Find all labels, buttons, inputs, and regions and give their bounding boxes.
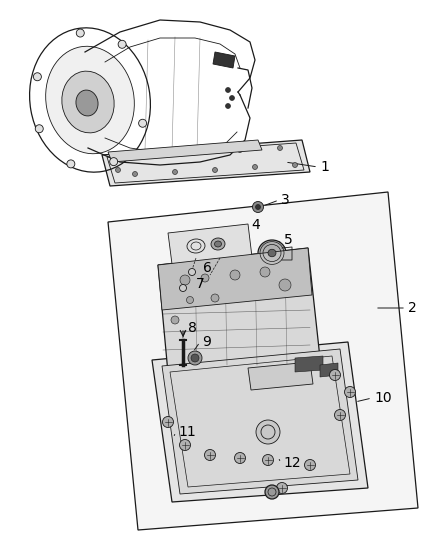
Circle shape bbox=[138, 119, 147, 127]
Text: 8: 8 bbox=[188, 321, 197, 335]
Circle shape bbox=[276, 482, 287, 494]
Text: 1: 1 bbox=[320, 160, 329, 174]
Circle shape bbox=[180, 285, 187, 292]
Circle shape bbox=[188, 351, 202, 365]
Circle shape bbox=[180, 440, 191, 450]
Circle shape bbox=[171, 316, 179, 324]
Polygon shape bbox=[168, 224, 252, 264]
Circle shape bbox=[118, 41, 126, 49]
Ellipse shape bbox=[258, 240, 286, 266]
Circle shape bbox=[33, 72, 41, 80]
Circle shape bbox=[345, 386, 356, 398]
Circle shape bbox=[278, 146, 283, 150]
Circle shape bbox=[230, 270, 240, 280]
Polygon shape bbox=[295, 356, 323, 372]
Text: 11: 11 bbox=[178, 425, 196, 439]
Ellipse shape bbox=[46, 46, 134, 154]
Polygon shape bbox=[158, 248, 312, 310]
Circle shape bbox=[188, 269, 195, 276]
Circle shape bbox=[211, 294, 219, 302]
Text: 7: 7 bbox=[196, 277, 205, 291]
Circle shape bbox=[191, 354, 199, 362]
Text: 5: 5 bbox=[284, 233, 293, 247]
Ellipse shape bbox=[76, 90, 98, 116]
Circle shape bbox=[293, 163, 297, 167]
Circle shape bbox=[226, 87, 230, 93]
Circle shape bbox=[237, 148, 243, 152]
Circle shape bbox=[260, 267, 270, 277]
Polygon shape bbox=[102, 140, 310, 186]
Circle shape bbox=[198, 149, 202, 155]
Ellipse shape bbox=[268, 249, 276, 257]
Circle shape bbox=[76, 29, 84, 37]
Polygon shape bbox=[158, 248, 320, 373]
Text: 6: 6 bbox=[203, 261, 212, 275]
Polygon shape bbox=[162, 349, 358, 494]
Circle shape bbox=[117, 156, 123, 160]
Polygon shape bbox=[152, 342, 368, 502]
Circle shape bbox=[304, 459, 315, 471]
Ellipse shape bbox=[215, 241, 222, 247]
Circle shape bbox=[162, 416, 173, 427]
Text: 4: 4 bbox=[251, 218, 260, 232]
Circle shape bbox=[230, 95, 234, 101]
Circle shape bbox=[335, 409, 346, 421]
Polygon shape bbox=[108, 192, 418, 530]
Circle shape bbox=[67, 160, 75, 168]
Circle shape bbox=[201, 274, 209, 282]
Circle shape bbox=[262, 455, 273, 465]
Circle shape bbox=[205, 449, 215, 461]
Circle shape bbox=[180, 275, 190, 285]
Polygon shape bbox=[213, 52, 235, 68]
Text: 10: 10 bbox=[374, 391, 392, 405]
Text: 2: 2 bbox=[408, 301, 417, 315]
Circle shape bbox=[265, 485, 279, 499]
Circle shape bbox=[158, 152, 162, 157]
Circle shape bbox=[116, 167, 120, 173]
Text: 12: 12 bbox=[283, 456, 300, 470]
Circle shape bbox=[173, 169, 177, 174]
Circle shape bbox=[255, 205, 261, 209]
Circle shape bbox=[329, 369, 340, 381]
Circle shape bbox=[35, 125, 43, 133]
Text: 3: 3 bbox=[281, 193, 290, 207]
Ellipse shape bbox=[211, 238, 225, 250]
Ellipse shape bbox=[62, 71, 114, 133]
Circle shape bbox=[212, 167, 218, 173]
Polygon shape bbox=[320, 363, 338, 377]
Circle shape bbox=[252, 165, 258, 169]
Text: 9: 9 bbox=[202, 335, 211, 349]
Circle shape bbox=[133, 172, 138, 176]
Circle shape bbox=[110, 158, 118, 166]
Circle shape bbox=[279, 279, 291, 291]
Polygon shape bbox=[108, 140, 262, 162]
Circle shape bbox=[256, 420, 280, 444]
Circle shape bbox=[252, 201, 264, 213]
Circle shape bbox=[234, 453, 246, 464]
Circle shape bbox=[187, 296, 194, 303]
Circle shape bbox=[226, 103, 230, 109]
Polygon shape bbox=[248, 362, 313, 390]
